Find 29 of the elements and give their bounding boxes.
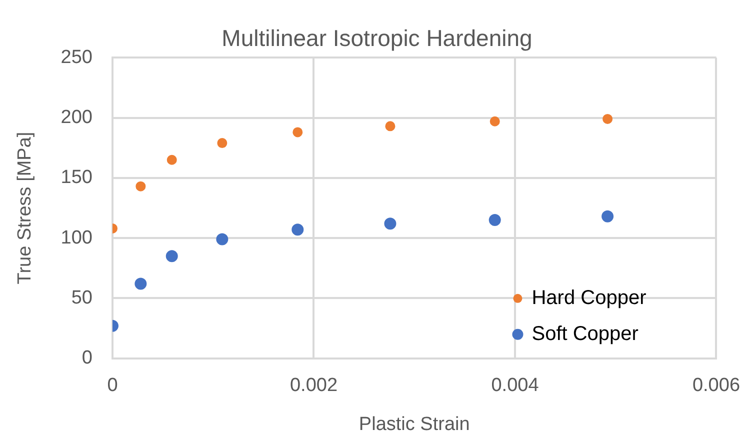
point — [216, 233, 228, 246]
point — [292, 127, 303, 138]
point — [134, 278, 147, 290]
point — [166, 250, 178, 262]
point — [488, 214, 501, 226]
x-tick-label: 0.004 — [491, 375, 540, 396]
x-tick-label: 0.006 — [692, 375, 740, 396]
chart-title: Multilinear Isotropic Hardening — [222, 25, 532, 52]
point — [602, 114, 613, 124]
x-axis-title: Plastic Strain — [358, 414, 470, 435]
point — [292, 224, 304, 236]
point — [602, 210, 614, 222]
y-tick-label: 200 — [60, 106, 92, 128]
point — [384, 218, 396, 230]
legend-label: Soft Copper — [532, 322, 639, 345]
point — [385, 121, 396, 132]
point — [490, 116, 500, 126]
point — [136, 181, 146, 192]
x-tick-label: 0.002 — [290, 375, 338, 396]
y-tick-label: 0 — [82, 348, 92, 369]
y-tick-label: 100 — [60, 227, 92, 248]
y-tick-label: 250 — [60, 46, 92, 68]
point — [217, 138, 228, 148]
y-tick-label: 50 — [71, 287, 92, 308]
legend-label: Hard Copper — [532, 286, 647, 309]
y-tick-label: 150 — [60, 167, 92, 188]
y-axis-title: True Stress [MPa] — [14, 132, 36, 284]
point — [166, 154, 177, 165]
x-tick-label: 0 — [107, 375, 118, 396]
